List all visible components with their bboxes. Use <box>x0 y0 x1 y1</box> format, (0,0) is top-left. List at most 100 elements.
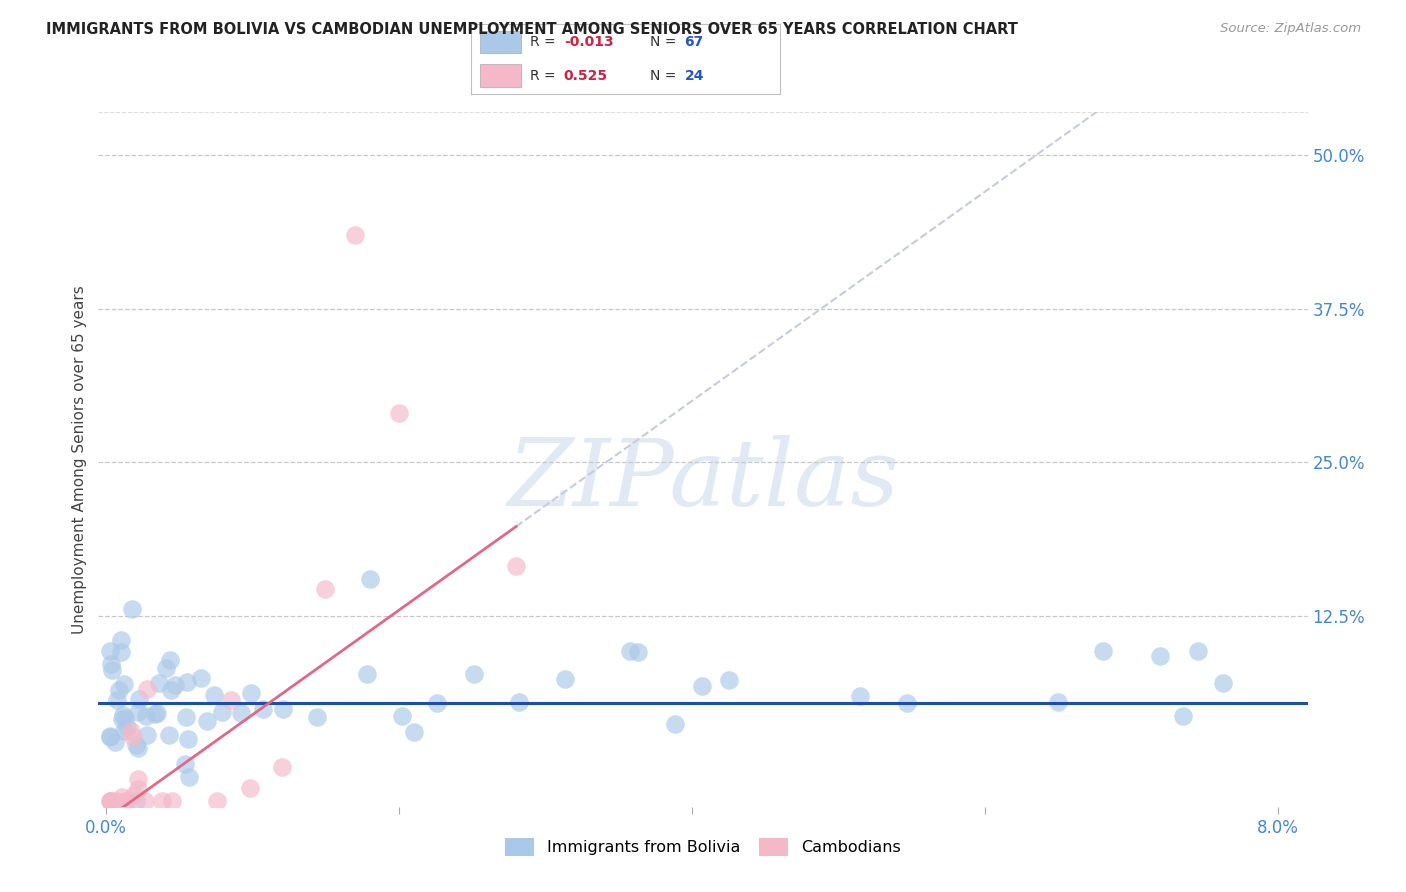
Point <box>122 788 145 802</box>
Point <box>127 772 149 787</box>
Point <box>426 696 449 710</box>
Text: N =: N = <box>651 35 681 49</box>
Text: IMMIGRANTS FROM BOLIVIA VS CAMBODIAN UNEMPLOYMENT AMONG SENIORS OVER 65 YEARS CO: IMMIGRANTS FROM BOLIVIA VS CAMBODIAN UNE… <box>46 22 1018 37</box>
Point <box>125 794 148 808</box>
Text: ZIPatlas: ZIPatlas <box>508 435 898 525</box>
Text: -0.013: -0.013 <box>564 35 613 49</box>
Point <box>108 683 131 698</box>
Point <box>271 760 294 774</box>
Point <box>157 728 180 742</box>
Point <box>98 731 121 745</box>
Point <box>221 693 243 707</box>
Point <box>388 406 411 420</box>
Point <box>112 724 135 739</box>
Point <box>98 644 121 658</box>
Text: 67: 67 <box>685 35 703 49</box>
Point <box>1212 675 1234 690</box>
Point <box>619 643 641 657</box>
Point <box>508 695 530 709</box>
Point <box>177 732 200 747</box>
Point <box>98 794 121 808</box>
Point <box>160 794 183 808</box>
Text: N =: N = <box>651 69 681 83</box>
Point <box>1092 644 1115 658</box>
Point <box>125 738 148 752</box>
Point <box>718 673 741 687</box>
Point <box>150 794 173 808</box>
Point <box>115 794 138 808</box>
Point <box>391 709 413 723</box>
Point <box>1149 648 1171 663</box>
Point <box>664 716 686 731</box>
Point <box>135 682 157 697</box>
Point <box>356 667 378 681</box>
Point <box>105 692 128 706</box>
Point <box>159 653 181 667</box>
Point <box>104 735 127 749</box>
Point <box>173 757 195 772</box>
Text: R =: R = <box>530 69 564 83</box>
Point <box>177 770 200 784</box>
Point <box>98 794 121 808</box>
Point <box>1046 695 1069 709</box>
FancyBboxPatch shape <box>481 64 520 87</box>
Point <box>205 794 228 808</box>
Point <box>271 701 294 715</box>
Point <box>100 794 122 808</box>
Point <box>134 794 156 808</box>
Point <box>229 706 252 721</box>
Point <box>114 794 136 808</box>
Point <box>110 645 132 659</box>
Point <box>121 730 143 744</box>
Point <box>127 740 149 755</box>
Point <box>148 676 170 690</box>
Point <box>343 227 366 242</box>
Point <box>211 705 233 719</box>
Point <box>305 710 328 724</box>
Point <box>100 657 122 671</box>
Text: Source: ZipAtlas.com: Source: ZipAtlas.com <box>1220 22 1361 36</box>
FancyBboxPatch shape <box>481 31 520 54</box>
Point <box>190 671 212 685</box>
Point <box>127 781 149 796</box>
Point <box>111 789 134 804</box>
Text: 0.525: 0.525 <box>564 69 607 83</box>
Point <box>463 667 485 681</box>
Point <box>112 677 135 691</box>
Point <box>100 663 122 677</box>
Point <box>240 686 263 700</box>
Point <box>176 675 198 690</box>
Point <box>110 632 132 647</box>
Point <box>202 688 225 702</box>
Point <box>402 725 425 739</box>
Point <box>155 661 177 675</box>
Point <box>554 672 576 686</box>
Point <box>314 582 336 596</box>
Y-axis label: Unemployment Among Seniors over 65 years: Unemployment Among Seniors over 65 years <box>72 285 87 633</box>
Legend: Immigrants from Bolivia, Cambodians: Immigrants from Bolivia, Cambodians <box>499 831 907 862</box>
Point <box>145 706 167 721</box>
Point <box>112 707 135 722</box>
Point <box>1187 644 1209 658</box>
Point <box>896 696 918 710</box>
Point <box>98 730 121 744</box>
Point <box>1171 709 1194 723</box>
Point <box>135 708 157 723</box>
Point <box>849 689 872 703</box>
Point <box>195 714 218 728</box>
Point <box>627 645 650 659</box>
Point <box>690 679 713 693</box>
Point <box>239 780 262 795</box>
Point <box>127 705 149 719</box>
Point <box>505 558 527 573</box>
Point <box>114 711 136 725</box>
Point <box>120 724 142 739</box>
Point <box>145 706 167 721</box>
Point <box>136 728 159 742</box>
Point <box>174 710 197 724</box>
Point <box>105 794 128 808</box>
Text: R =: R = <box>530 35 560 49</box>
Point <box>115 720 138 734</box>
Point <box>160 682 183 697</box>
Point <box>121 601 143 615</box>
